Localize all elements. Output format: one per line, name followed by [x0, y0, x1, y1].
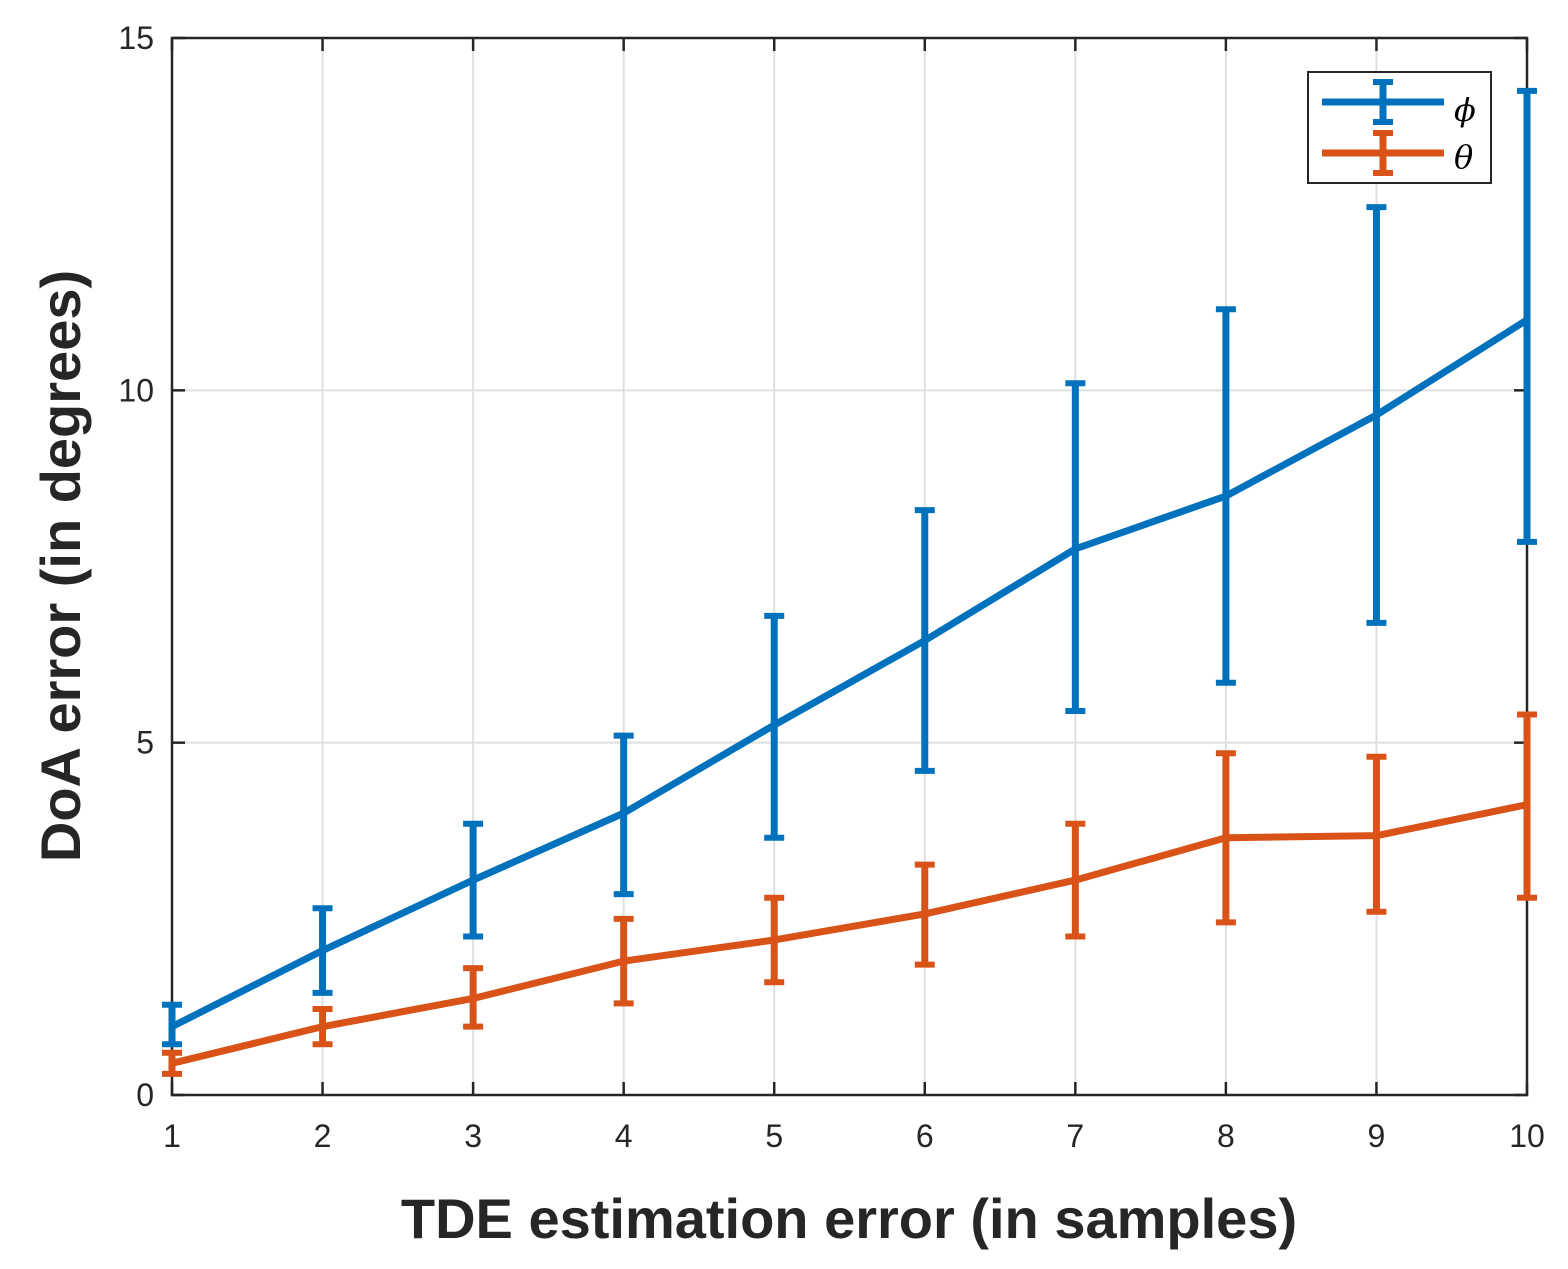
legend-label-phi: ϕ — [1454, 91, 1476, 129]
error-bar — [463, 820, 484, 940]
error-bar — [613, 732, 634, 898]
error-bar — [1215, 750, 1236, 926]
x-tick-label: 7 — [1066, 1118, 1084, 1154]
x-tick-label: 10 — [1509, 1118, 1545, 1154]
error-bar — [312, 905, 333, 996]
error-bar — [1215, 306, 1236, 686]
series-1 — [162, 711, 1537, 1077]
error-bar — [764, 894, 785, 986]
error-bar — [312, 1006, 333, 1048]
legend-label-theta: θ — [1454, 138, 1473, 176]
y-tick-labels: 0 5 10 15 — [118, 20, 154, 1113]
x-tick-label: 3 — [464, 1118, 482, 1154]
y-axis-title: DoA error (in degrees) — [29, 270, 92, 862]
x-tick-label: 1 — [163, 1118, 181, 1154]
error-bar — [1517, 711, 1537, 901]
x-tick-labels: 1 2 3 4 5 6 7 8 9 10 — [163, 1118, 1545, 1154]
error-bar — [1366, 753, 1387, 915]
y-tick-label: 10 — [118, 372, 154, 408]
error-bar — [162, 1049, 182, 1077]
series-line — [170, 316, 1529, 1030]
legend-marker-0 — [1322, 79, 1444, 125]
error-bar — [1517, 87, 1537, 545]
x-tick-label: 2 — [314, 1118, 332, 1154]
error-bar — [914, 507, 935, 774]
x-axis-title: TDE estimation error (in samples) — [401, 1187, 1297, 1250]
x-tick-label: 8 — [1217, 1118, 1235, 1154]
x-tick-label: 5 — [765, 1118, 783, 1154]
x-tick-label: 9 — [1368, 1118, 1386, 1154]
error-bar — [914, 861, 935, 968]
x-tick-label: 4 — [615, 1118, 633, 1154]
legend-box — [1307, 71, 1492, 184]
error-bar — [613, 915, 634, 1007]
y-tick-label: 15 — [118, 20, 154, 56]
error-bar — [1065, 380, 1086, 714]
error-bar — [162, 1001, 182, 1048]
plot-area — [172, 38, 1527, 1095]
legend-marker-1 — [1322, 130, 1444, 176]
axes-box — [170, 36, 1529, 1097]
data-series — [162, 87, 1537, 1077]
tick-marks — [170, 36, 1529, 1097]
error-bar — [764, 612, 785, 841]
legend: ϕ θ — [1307, 71, 1492, 184]
error-bar — [1366, 204, 1387, 626]
y-tick-label: 0 — [136, 1077, 154, 1113]
x-tick-label: 6 — [916, 1118, 934, 1154]
error-bar — [1065, 820, 1086, 940]
legend-entries — [1322, 79, 1444, 176]
y-tick-label: 5 — [136, 725, 154, 761]
error-bar — [463, 965, 484, 1030]
series-0 — [162, 87, 1537, 1048]
series-line — [171, 801, 1528, 1067]
